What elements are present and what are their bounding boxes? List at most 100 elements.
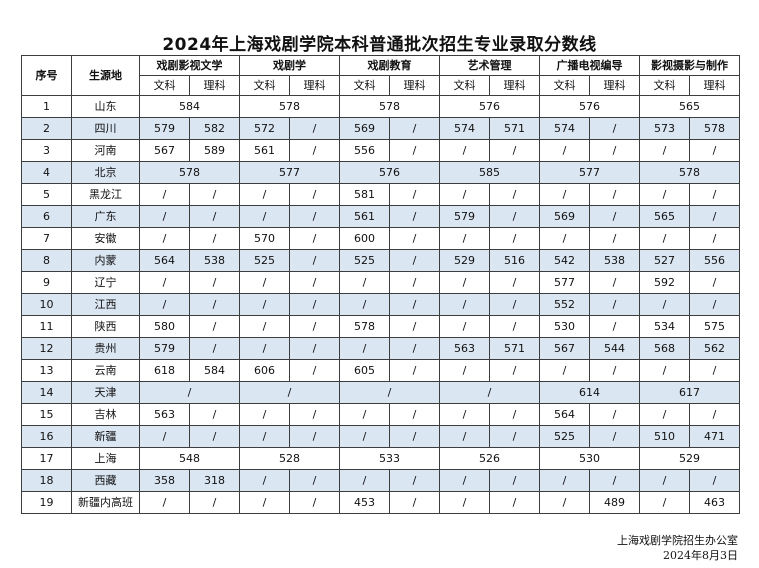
score-cell: / [239,183,290,206]
row-index: 9 [21,271,72,294]
row-index: 2 [21,117,72,140]
score-cell: / [389,205,440,228]
score-cell: / [289,293,340,316]
score-cell: / [339,271,390,294]
score-cell-merged: 576 [339,161,440,184]
row-index: 19 [21,491,72,514]
score-cell: / [339,293,390,316]
score-cell: 556 [689,249,740,272]
score-cell: / [539,469,590,492]
row-region: 四川 [71,117,140,140]
score-cell-merged: 578 [139,161,240,184]
score-cell: / [389,359,440,382]
score-cell: / [389,337,440,360]
score-cell: 567 [539,337,590,360]
header-major: 广播电视编导 [539,55,640,76]
score-cell: / [389,315,440,338]
score-cell: 471 [689,425,740,448]
score-cell: 318 [189,469,240,492]
score-cell: / [639,293,690,316]
row-index: 16 [21,425,72,448]
table-row: 3 河南 567 589 561/556// / / / / / [21,139,740,162]
score-cell: 574 [439,117,490,140]
score-cell: / [439,271,490,294]
admission-score-table: 序号 生源地 戏剧影视文学 戏剧学 戏剧教育 艺术管理 广播电视编导 影视摄影与… [21,55,740,514]
score-cell: / [439,491,490,514]
score-cell: / [389,249,440,272]
score-cell-merged: 529 [639,447,740,470]
score-cell: / [289,491,340,514]
score-cell: / [189,227,240,250]
score-cell: / [539,183,590,206]
score-cell-merged: / [439,381,540,404]
row-region: 江西 [71,293,140,316]
score-cell: 358 [139,469,190,492]
score-cell: / [689,469,740,492]
header-major: 戏剧学 [239,55,340,76]
row-region: 广东 [71,205,140,228]
score-cell: / [539,359,590,382]
score-cell: 578 [689,117,740,140]
score-cell: / [289,227,340,250]
score-cell: 538 [189,249,240,272]
score-cell: / [439,315,490,338]
score-cell: 570 [239,227,290,250]
table-body: 1 山东 584 578 578 576 576 565 2 四川 579 582 572/569/57… [21,95,740,514]
score-cell: 569 [539,205,590,228]
score-cell: / [589,271,640,294]
score-cell: / [289,183,340,206]
score-cell-merged: 578 [639,161,740,184]
row-region: 黑龙江 [71,183,140,206]
row-region: 山东 [71,95,140,118]
score-cell: 525 [539,425,590,448]
subheader-row: 文科 理科 文科 理科 文科 理科 文科 理科 文科 理科 文科 理科 [22,75,740,96]
row-index: 6 [21,205,72,228]
score-cell: / [289,205,340,228]
table-row: 1 山东 584 578 578 576 576 565 [21,95,740,118]
header-science: 理科 [489,75,540,96]
header-arts: 文科 [539,75,590,96]
header-arts: 文科 [439,75,490,96]
score-cell: / [389,469,440,492]
score-cell: / [389,293,440,316]
score-cell: / [139,271,190,294]
header-science: 理科 [289,75,340,96]
score-cell: 489 [589,491,640,514]
header-science: 理科 [189,75,240,96]
score-cell: / [689,359,740,382]
row-region: 贵州 [71,337,140,360]
row-index: 11 [21,315,72,338]
header-major: 戏剧教育 [339,55,440,76]
row-region: 云南 [71,359,140,382]
score-cell: / [139,293,190,316]
row-index: 15 [21,403,72,426]
table-row: 10 江西 / / / / / / //552// / [21,293,740,316]
row-region: 天津 [71,381,140,404]
score-cell-merged: 526 [439,447,540,470]
score-cell: / [239,337,290,360]
score-cell: / [289,469,340,492]
score-cell: 573 [639,117,690,140]
score-cell: 577 [539,271,590,294]
row-region: 西藏 [71,469,140,492]
score-cell: / [139,491,190,514]
score-cell-merged: / [139,381,240,404]
row-index: 12 [21,337,72,360]
score-cell: / [489,271,540,294]
score-cell: 571 [489,117,540,140]
score-cell-merged: 576 [539,95,640,118]
score-cell-merged: 584 [139,95,240,118]
row-region: 安徽 [71,227,140,250]
score-cell-merged: 577 [239,161,340,184]
score-cell: / [389,425,440,448]
score-cell-merged: 533 [339,447,440,470]
score-cell: / [139,205,190,228]
score-cell: / [639,403,690,426]
score-cell: 525 [239,249,290,272]
score-cell: 565 [639,205,690,228]
score-cell: 527 [639,249,690,272]
score-cell: / [589,227,640,250]
score-cell: / [289,271,340,294]
score-cell: / [239,293,290,316]
score-cell: / [289,139,340,162]
